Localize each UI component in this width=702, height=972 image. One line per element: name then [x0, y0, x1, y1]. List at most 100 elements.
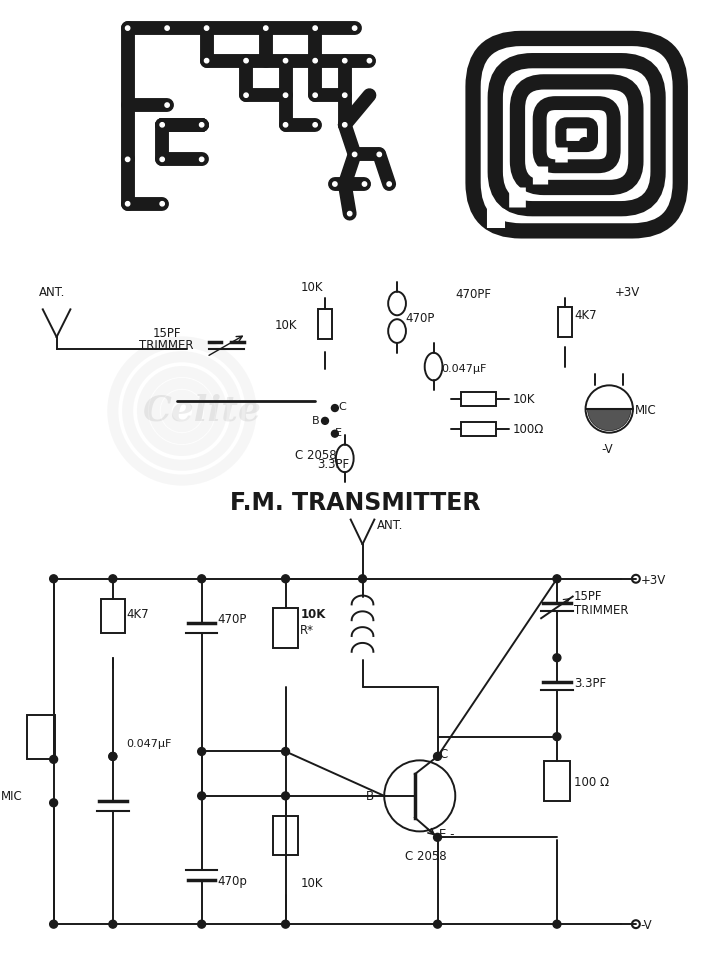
Circle shape — [244, 93, 249, 97]
Circle shape — [198, 920, 206, 928]
Circle shape — [126, 157, 130, 161]
Circle shape — [50, 574, 58, 582]
Text: 10K: 10K — [300, 877, 323, 889]
Circle shape — [349, 22, 360, 33]
Text: ANT.: ANT. — [377, 519, 404, 533]
Circle shape — [280, 120, 291, 130]
Text: E -: E - — [439, 828, 455, 842]
Circle shape — [201, 55, 212, 66]
Circle shape — [374, 149, 385, 159]
Circle shape — [359, 574, 366, 582]
Circle shape — [310, 120, 321, 130]
Circle shape — [50, 799, 58, 807]
Circle shape — [553, 733, 561, 741]
Circle shape — [50, 920, 58, 928]
Circle shape — [160, 201, 164, 206]
Text: -V: -V — [602, 443, 613, 457]
Circle shape — [126, 26, 130, 30]
Circle shape — [349, 149, 360, 159]
Circle shape — [260, 22, 271, 33]
Circle shape — [284, 58, 288, 63]
Circle shape — [553, 920, 561, 928]
Circle shape — [344, 208, 355, 219]
Text: +3V: +3V — [641, 573, 666, 587]
Bar — [101, 599, 125, 633]
Bar — [318, 309, 332, 339]
Text: ANT.: ANT. — [39, 286, 65, 298]
Circle shape — [198, 574, 206, 582]
Text: -V: -V — [641, 920, 652, 932]
Text: 470PF: 470PF — [456, 289, 491, 301]
Circle shape — [197, 120, 207, 130]
Circle shape — [343, 93, 347, 97]
Circle shape — [313, 26, 317, 30]
Circle shape — [377, 153, 381, 156]
Text: 4K7: 4K7 — [126, 608, 150, 621]
Text: C 2058: C 2058 — [405, 850, 446, 863]
Circle shape — [201, 22, 212, 33]
Circle shape — [284, 93, 288, 97]
Bar — [461, 422, 496, 435]
Text: B: B — [312, 416, 320, 426]
Circle shape — [310, 55, 321, 66]
Circle shape — [364, 55, 375, 66]
Circle shape — [339, 120, 350, 130]
Circle shape — [310, 89, 321, 101]
Text: 15PF: 15PF — [152, 327, 181, 340]
Text: 10K: 10K — [275, 319, 298, 332]
Text: 470p: 470p — [218, 875, 247, 887]
Circle shape — [322, 417, 329, 425]
Circle shape — [264, 26, 268, 30]
Bar — [272, 816, 298, 855]
Text: +3V: +3V — [615, 286, 640, 298]
Circle shape — [339, 55, 350, 66]
Text: B: B — [366, 790, 373, 803]
Text: 4K7: 4K7 — [575, 309, 597, 323]
Circle shape — [313, 122, 317, 127]
Bar — [544, 761, 570, 801]
Circle shape — [352, 153, 357, 156]
Circle shape — [244, 58, 249, 63]
Circle shape — [282, 792, 289, 800]
Circle shape — [241, 89, 251, 101]
Circle shape — [165, 103, 169, 107]
Circle shape — [160, 122, 164, 127]
Circle shape — [161, 22, 173, 33]
Circle shape — [109, 752, 117, 760]
Circle shape — [387, 182, 391, 187]
Circle shape — [580, 138, 590, 148]
Circle shape — [362, 182, 366, 187]
Circle shape — [331, 404, 338, 411]
Bar — [461, 393, 496, 406]
Circle shape — [157, 120, 168, 130]
Circle shape — [161, 100, 173, 111]
Circle shape — [333, 182, 337, 187]
Circle shape — [198, 792, 206, 800]
Circle shape — [199, 157, 204, 161]
Circle shape — [434, 752, 442, 760]
Text: C 2058: C 2058 — [296, 449, 337, 463]
Text: MIC: MIC — [635, 404, 656, 417]
Circle shape — [122, 198, 133, 209]
Circle shape — [284, 122, 288, 127]
Circle shape — [109, 752, 117, 760]
Circle shape — [126, 201, 130, 206]
Circle shape — [122, 154, 133, 165]
Bar — [272, 608, 298, 648]
Circle shape — [109, 920, 117, 928]
Circle shape — [313, 93, 317, 97]
Text: R*: R* — [300, 624, 314, 637]
Circle shape — [50, 755, 58, 763]
Circle shape — [204, 26, 208, 30]
Circle shape — [310, 22, 321, 33]
Text: 10K: 10K — [300, 281, 323, 294]
Circle shape — [347, 212, 352, 216]
Text: 15PF: 15PF — [574, 590, 602, 604]
Circle shape — [197, 154, 207, 165]
Circle shape — [343, 122, 347, 127]
Circle shape — [160, 157, 164, 161]
Text: E: E — [335, 428, 342, 437]
Circle shape — [157, 154, 168, 165]
Circle shape — [157, 198, 168, 209]
Circle shape — [553, 654, 561, 662]
